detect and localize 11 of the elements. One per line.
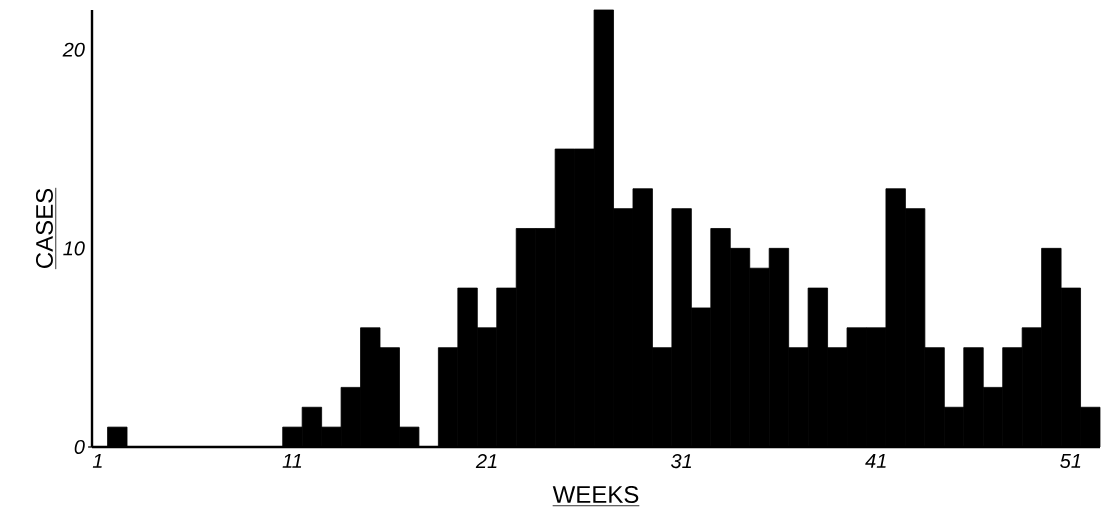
x-axis-title: WEEKS [552,485,639,503]
y-axis-title: CASES [35,188,53,268]
x-tick-label: 41 [865,454,886,468]
x-tick-label: 11 [282,454,302,468]
x-tick-label: 1 [92,454,102,468]
y-tick-label: 0 [74,439,85,455]
x-tick-label: 51 [1060,454,1081,468]
x-tick-label: 21 [475,454,497,469]
y-tick-label: 10 [63,241,85,256]
y-tick-label: 20 [62,42,85,57]
x-tick-label: 31 [670,454,692,469]
